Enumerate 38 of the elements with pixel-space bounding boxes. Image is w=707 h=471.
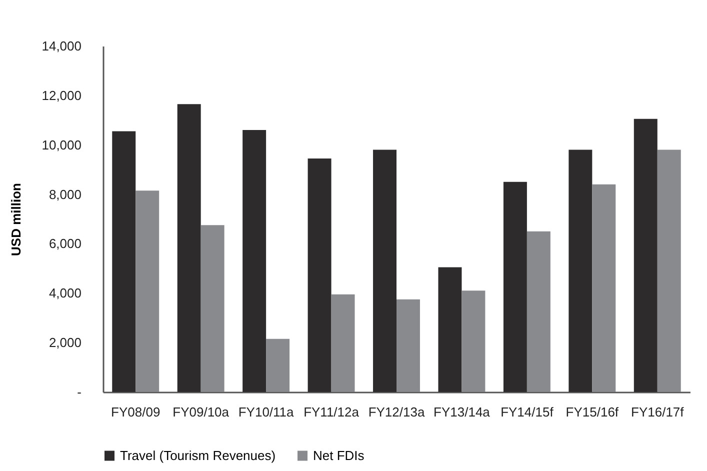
x-tick-label: FY14/15f — [500, 404, 554, 420]
bar — [373, 150, 396, 392]
y-tick-label: 4,000 — [48, 286, 82, 301]
legend-label: Travel (Tourism Revenues) — [120, 448, 276, 463]
y-axis-title: USD million — [8, 182, 24, 256]
y-tick-label: 6,000 — [48, 236, 82, 252]
y-tick-label: 8,000 — [48, 186, 82, 202]
legend-label: Net FDIs — [313, 448, 365, 463]
bar — [331, 294, 355, 392]
y-tick-label: - — [77, 384, 82, 400]
bar — [136, 190, 160, 392]
y-tick-label: 10,000 — [42, 137, 82, 152]
x-tick-label: FY11/12a — [304, 404, 360, 420]
bar — [503, 182, 527, 392]
bar — [177, 104, 201, 392]
bar — [396, 299, 420, 392]
x-tick-label: FY16/17f — [631, 404, 684, 420]
y-tick-label: 12,000 — [42, 88, 82, 103]
bar — [592, 184, 616, 392]
bar — [112, 131, 136, 392]
bar — [200, 225, 224, 392]
x-tick-label: FY10/11a — [238, 404, 295, 420]
bar — [634, 118, 658, 392]
bar — [568, 150, 592, 392]
bar — [266, 338, 290, 392]
y-tick-label: 14,000 — [42, 38, 82, 54]
x-tick-label: FY09/10a — [172, 404, 230, 420]
bar — [242, 130, 266, 392]
bar — [526, 231, 550, 392]
bar — [438, 267, 462, 392]
y-tick-label: 2,000 — [48, 335, 82, 350]
x-tick-label: FY08/09 — [111, 404, 160, 420]
x-tick-label: FY13/14a — [434, 404, 491, 420]
bar — [462, 290, 486, 392]
x-tick-label: FY12/13a — [368, 404, 426, 420]
x-tick-label: FY15/16f — [566, 404, 619, 420]
bar — [657, 150, 681, 392]
bar — [308, 158, 332, 392]
